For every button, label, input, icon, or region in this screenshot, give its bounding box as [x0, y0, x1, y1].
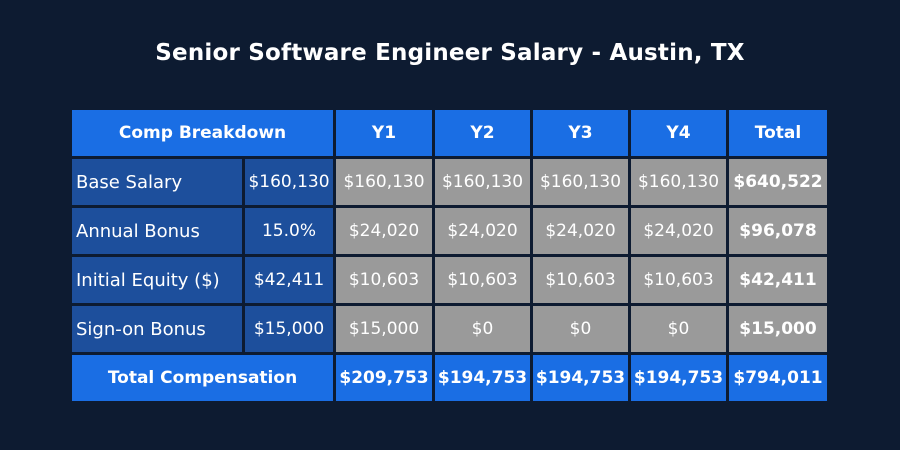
cell-sign-on-bonus-y1: $15,000 [336, 306, 432, 352]
row-input-annual-bonus: 15.0% [245, 208, 333, 254]
cell-initial-equity-y3: $10,603 [533, 257, 628, 303]
cell-annual-bonus-y3: $24,020 [533, 208, 628, 254]
header-comp-breakdown: Comp Breakdown [72, 110, 333, 156]
footer-total-y2: $194,753 [435, 355, 530, 401]
page-title: Senior Software Engineer Salary - Austin… [155, 40, 745, 66]
cell-annual-bonus-y4: $24,020 [631, 208, 726, 254]
cell-annual-bonus-y1: $24,020 [336, 208, 432, 254]
row-input-base-salary: $160,130 [245, 159, 333, 205]
cell-base-salary-y4: $160,130 [631, 159, 726, 205]
header-y4: Y4 [631, 110, 726, 156]
footer-total-compensation-label: Total Compensation [72, 355, 333, 401]
cell-annual-bonus-y2: $24,020 [435, 208, 530, 254]
row-label-annual-bonus: Annual Bonus [72, 208, 242, 254]
cell-initial-equity-total: $42,411 [729, 257, 827, 303]
header-total: Total [729, 110, 827, 156]
row-label-sign-on-bonus: Sign-on Bonus [72, 306, 242, 352]
cell-initial-equity-y2: $10,603 [435, 257, 530, 303]
row-label-base-salary: Base Salary [72, 159, 242, 205]
footer-total-y3: $194,753 [533, 355, 628, 401]
row-input-initial-equity: $42,411 [245, 257, 333, 303]
cell-initial-equity-y1: $10,603 [336, 257, 432, 303]
cell-base-salary-total: $640,522 [729, 159, 827, 205]
footer-total-y4: $194,753 [631, 355, 726, 401]
cell-sign-on-bonus-y3: $0 [533, 306, 628, 352]
footer-grand-total: $794,011 [729, 355, 827, 401]
cell-base-salary-y3: $160,130 [533, 159, 628, 205]
header-y1: Y1 [336, 110, 432, 156]
row-input-sign-on-bonus: $15,000 [245, 306, 333, 352]
header-y3: Y3 [533, 110, 628, 156]
cell-annual-bonus-total: $96,078 [729, 208, 827, 254]
row-label-initial-equity: Initial Equity ($) [72, 257, 242, 303]
cell-sign-on-bonus-y4: $0 [631, 306, 726, 352]
footer-total-y1: $209,753 [336, 355, 432, 401]
compensation-table: Comp Breakdown Y1 Y2 Y3 Y4 Total Base Sa… [72, 110, 827, 401]
cell-sign-on-bonus-total: $15,000 [729, 306, 827, 352]
cell-initial-equity-y4: $10,603 [631, 257, 726, 303]
cell-base-salary-y2: $160,130 [435, 159, 530, 205]
header-y2: Y2 [435, 110, 530, 156]
cell-base-salary-y1: $160,130 [336, 159, 432, 205]
cell-sign-on-bonus-y2: $0 [435, 306, 530, 352]
